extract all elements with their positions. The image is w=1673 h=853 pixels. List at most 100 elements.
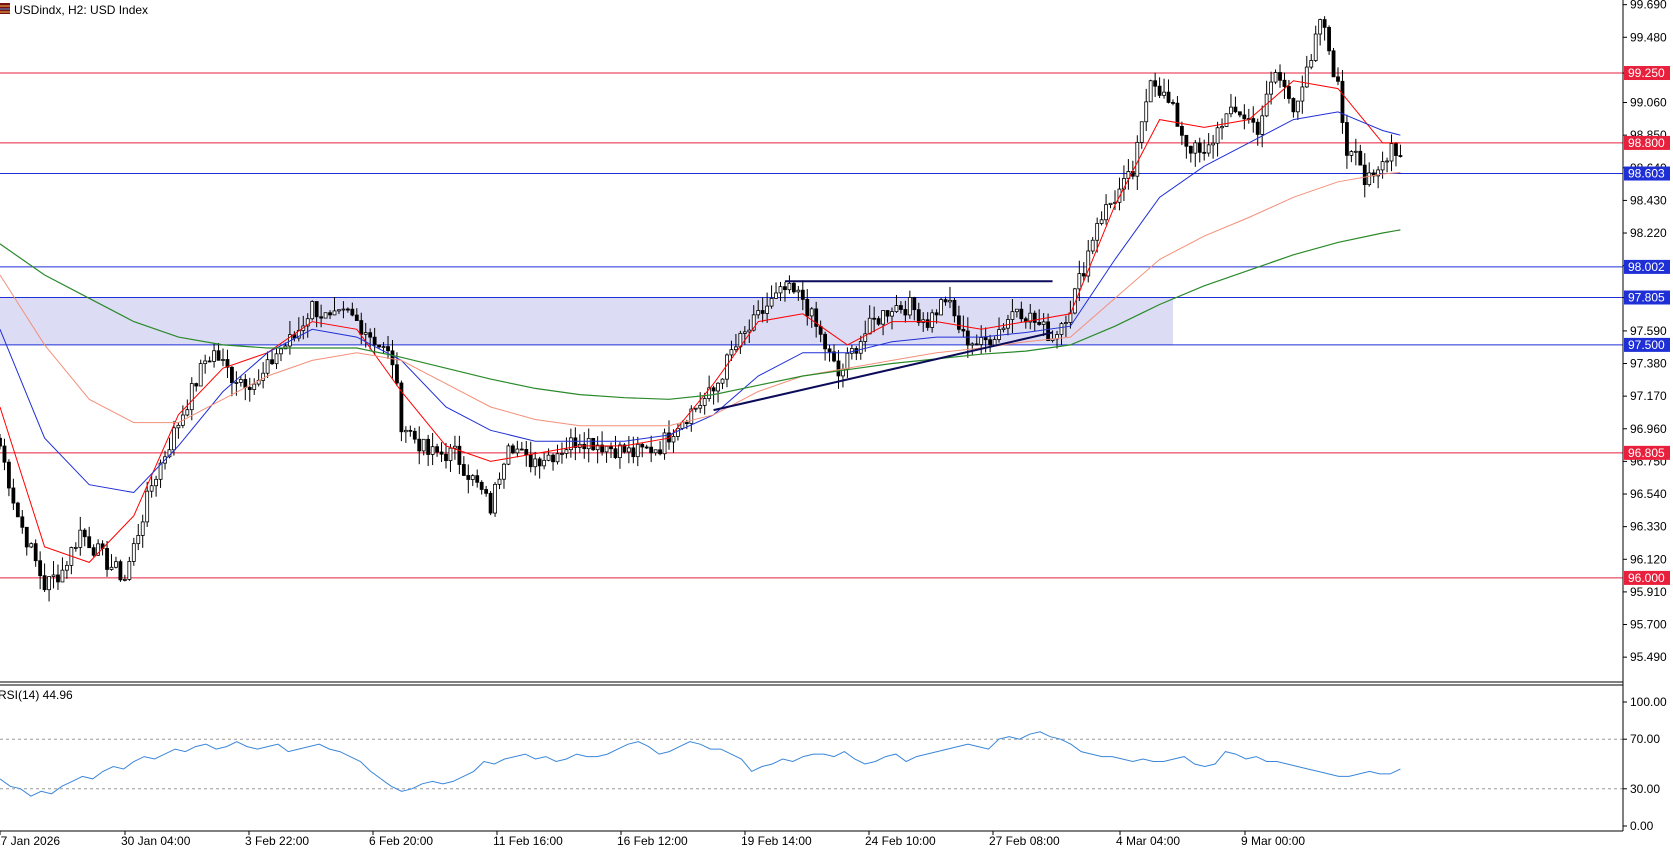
candle-body [466, 475, 471, 480]
candle-body [247, 387, 252, 390]
candle-body [372, 336, 377, 346]
candle-body [796, 289, 801, 293]
candle-body [461, 464, 466, 476]
candle-body [992, 339, 997, 346]
candle-body [983, 337, 988, 341]
price-tick-label: 95.490 [1630, 650, 1667, 664]
candle-body [676, 428, 680, 437]
candle-body [957, 315, 961, 330]
candle-body [212, 350, 216, 362]
price-tick-label: 98.220 [1630, 226, 1667, 240]
candle-body [386, 346, 390, 352]
candle-body [1345, 122, 1349, 156]
candle-body [292, 334, 297, 339]
candle-body [56, 574, 60, 583]
candle-body [649, 446, 654, 454]
candle-body [1340, 80, 1345, 123]
candle-body [230, 366, 234, 384]
candle-body [506, 445, 511, 465]
candle-body [698, 405, 703, 409]
candle-body [551, 454, 555, 463]
level-label-98.800: 98.800 [1628, 136, 1665, 150]
candle-body [600, 444, 604, 453]
candle-body [91, 547, 96, 556]
candle-body [1251, 118, 1256, 123]
candle-body [979, 337, 984, 345]
candle-body [1122, 178, 1126, 190]
candle-body [1037, 321, 1042, 325]
price-tick-label: 95.700 [1630, 618, 1667, 632]
ema-slow-line [0, 171, 1401, 427]
candle-body [560, 453, 564, 455]
candle-body [1229, 106, 1233, 115]
candle-body [1077, 273, 1082, 290]
candle-body [809, 308, 814, 317]
level-label-97.805: 97.805 [1628, 291, 1665, 305]
candle-body [1006, 319, 1010, 329]
candle-body [421, 438, 426, 452]
candle-body [328, 312, 332, 316]
candle-body [114, 561, 118, 568]
candle-body [310, 301, 315, 320]
candle-body [1362, 164, 1367, 186]
candle-body [1108, 202, 1113, 206]
candle-body [390, 350, 395, 366]
candle-body [800, 289, 805, 300]
level-label-98.002: 98.002 [1628, 260, 1665, 274]
candle-body [314, 301, 319, 318]
candle-body [760, 310, 765, 314]
candle-body [158, 462, 163, 480]
price-pane[interactable] [0, 16, 1623, 602]
candle-body [172, 427, 176, 451]
candle-body [1095, 223, 1100, 241]
candle-body [122, 579, 127, 581]
candle-body [47, 576, 51, 591]
candle-body [832, 351, 836, 362]
level-label-99.250: 99.250 [1628, 66, 1665, 80]
price-tick-label: 96.120 [1630, 552, 1667, 566]
candle-body [1318, 19, 1323, 35]
candle-body [105, 548, 109, 570]
time-tick-label: 9 Mar 00:00 [1241, 834, 1305, 848]
candle-body [395, 364, 399, 384]
candle-body [965, 330, 970, 346]
candle-body [1255, 121, 1260, 135]
price-tick-label: 97.170 [1630, 389, 1667, 403]
candle-body [1046, 321, 1050, 341]
price-tick-label: 99.690 [1630, 0, 1667, 12]
candle-body [38, 560, 43, 577]
candle-body [881, 310, 885, 325]
candle-body [939, 299, 943, 316]
level-label-box [1624, 135, 1670, 150]
candle-body [720, 378, 725, 384]
candle-body [82, 529, 87, 538]
candle-body [1331, 50, 1336, 78]
candle-body [1389, 143, 1394, 162]
price-tick-label: 98.430 [1630, 193, 1667, 207]
candle-body [33, 543, 38, 562]
candle-body [1367, 172, 1372, 186]
rsi-pane[interactable] [0, 731, 1623, 797]
candle-body [479, 481, 484, 490]
candle-body [568, 437, 573, 451]
candle-body [858, 341, 863, 354]
candle-body [1157, 85, 1162, 96]
candle-body [345, 308, 350, 311]
rsi-title-text: RSI(14) 44.96 [0, 688, 73, 702]
candle-body [42, 575, 47, 591]
candle-body [711, 387, 716, 392]
rsi-tick-label: 100.00 [1630, 695, 1667, 709]
level-label-box [1624, 337, 1670, 352]
level-label-97.500: 97.500 [1628, 338, 1665, 352]
candle-body [341, 308, 346, 311]
candle-body [7, 461, 11, 489]
candle-body [1242, 114, 1247, 120]
candle-body [916, 309, 921, 323]
candle-body [689, 408, 694, 424]
candle-body [1014, 308, 1019, 313]
candle-body [109, 566, 114, 570]
candle-body [1193, 142, 1198, 154]
time-tick-label: 11 Feb 16:00 [493, 834, 563, 848]
